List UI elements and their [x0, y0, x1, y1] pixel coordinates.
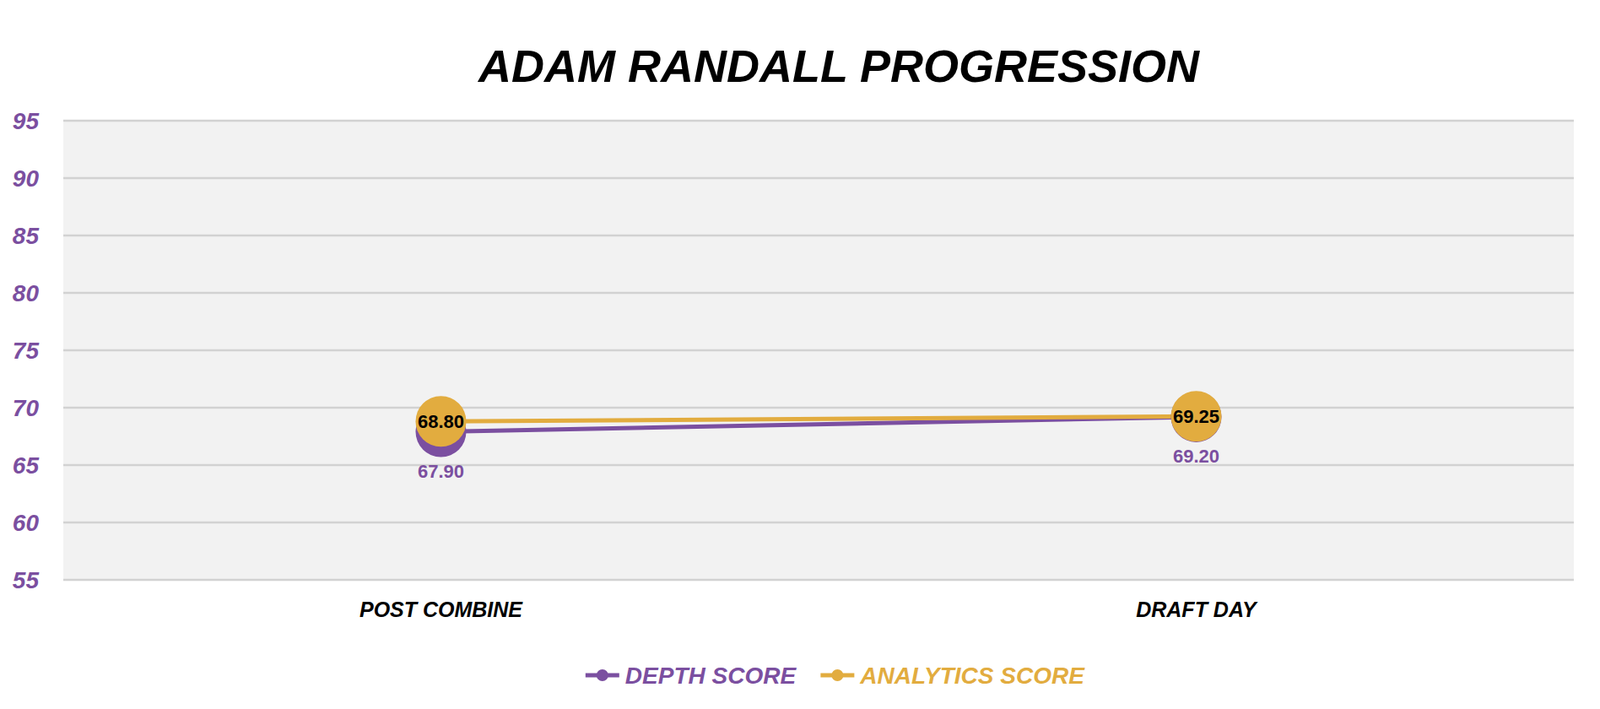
y-tick-label: 70	[12, 394, 40, 422]
point-marker	[1171, 391, 1222, 443]
chart: ADAM RANDALL PROGRESSION 55 60 65 70 75 80 85 90…	[0, 0, 1600, 709]
grid-line	[63, 464, 1574, 467]
y-tick-label: 65	[12, 452, 40, 479]
grid-line	[63, 291, 1574, 295]
legend-marker	[596, 669, 609, 682]
data-label: 69.25	[1172, 405, 1220, 428]
grid-line	[63, 521, 1574, 525]
y-tick-label: 85	[12, 222, 40, 249]
data-labels: 67.90 69.20 68.80 69.25	[417, 405, 1220, 482]
grid-line	[63, 119, 1574, 123]
legend-label: DEPTH SCORE	[625, 662, 798, 689]
legend-label: ANALYTICS SCORE	[859, 662, 1086, 689]
marks	[416, 390, 1222, 457]
x-tick-label: DRAFT DAY	[1135, 597, 1259, 622]
grid-line	[63, 578, 1574, 582]
point-marker	[416, 406, 467, 458]
grid-line	[63, 177, 1574, 180]
data-label: 68.80	[417, 410, 465, 433]
grid-line	[63, 349, 1574, 352]
grid-line	[63, 406, 1574, 410]
y-tick-label: 60	[12, 509, 40, 536]
y-tick-label: 80	[12, 280, 40, 307]
title: ADAM RANDALL PROGRESSION	[476, 40, 1200, 92]
legend-marker	[831, 669, 844, 682]
point-marker	[416, 395, 467, 447]
data-label: 69.20	[1172, 445, 1220, 467]
y-tick-label: 95	[12, 108, 40, 135]
point-marker	[1171, 390, 1222, 442]
series-line	[441, 416, 1197, 433]
y-tick-label: 90	[12, 165, 40, 192]
x-tick-label: POST COMBINE	[359, 597, 524, 622]
series-line	[441, 416, 1197, 422]
y-tick-label: 75	[12, 337, 40, 364]
data-label: 67.90	[417, 460, 465, 482]
legend: DEPTH SCORE ANALYTICS SCORE	[585, 662, 1086, 689]
grid-line	[63, 234, 1574, 238]
y-tick-label: 55	[12, 567, 40, 594]
plot-area	[63, 120, 1574, 580]
